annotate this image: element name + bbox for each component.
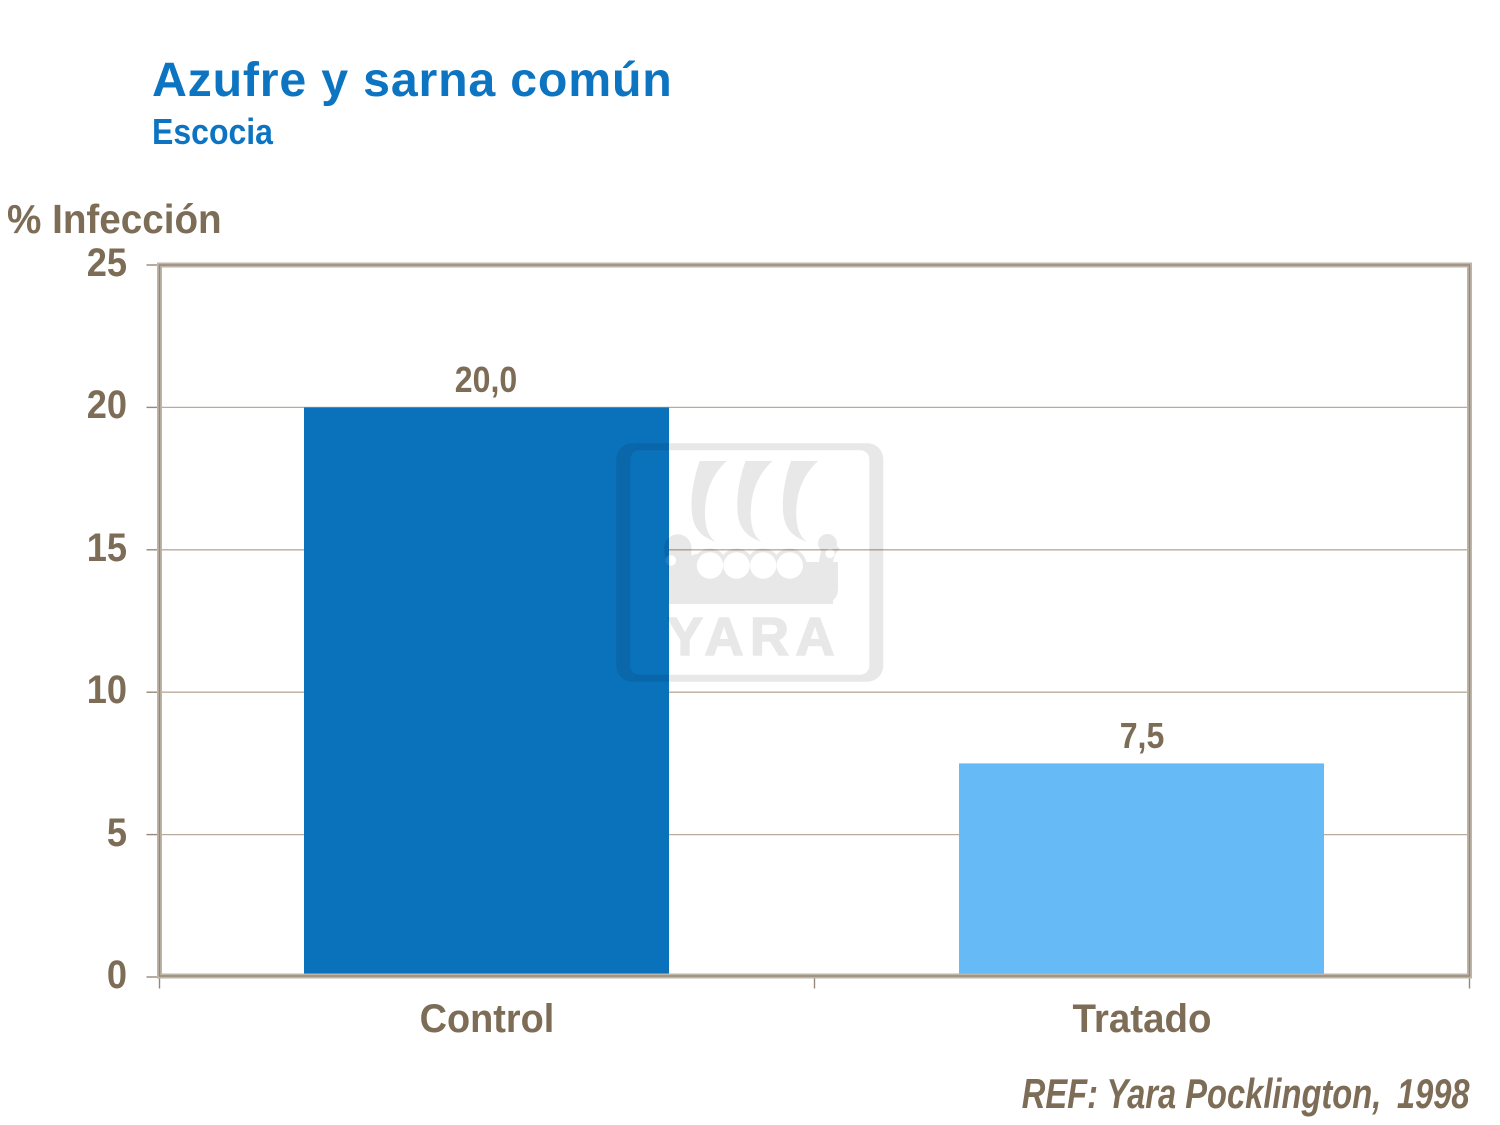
svg-text:YARA: YARA — [667, 607, 841, 667]
